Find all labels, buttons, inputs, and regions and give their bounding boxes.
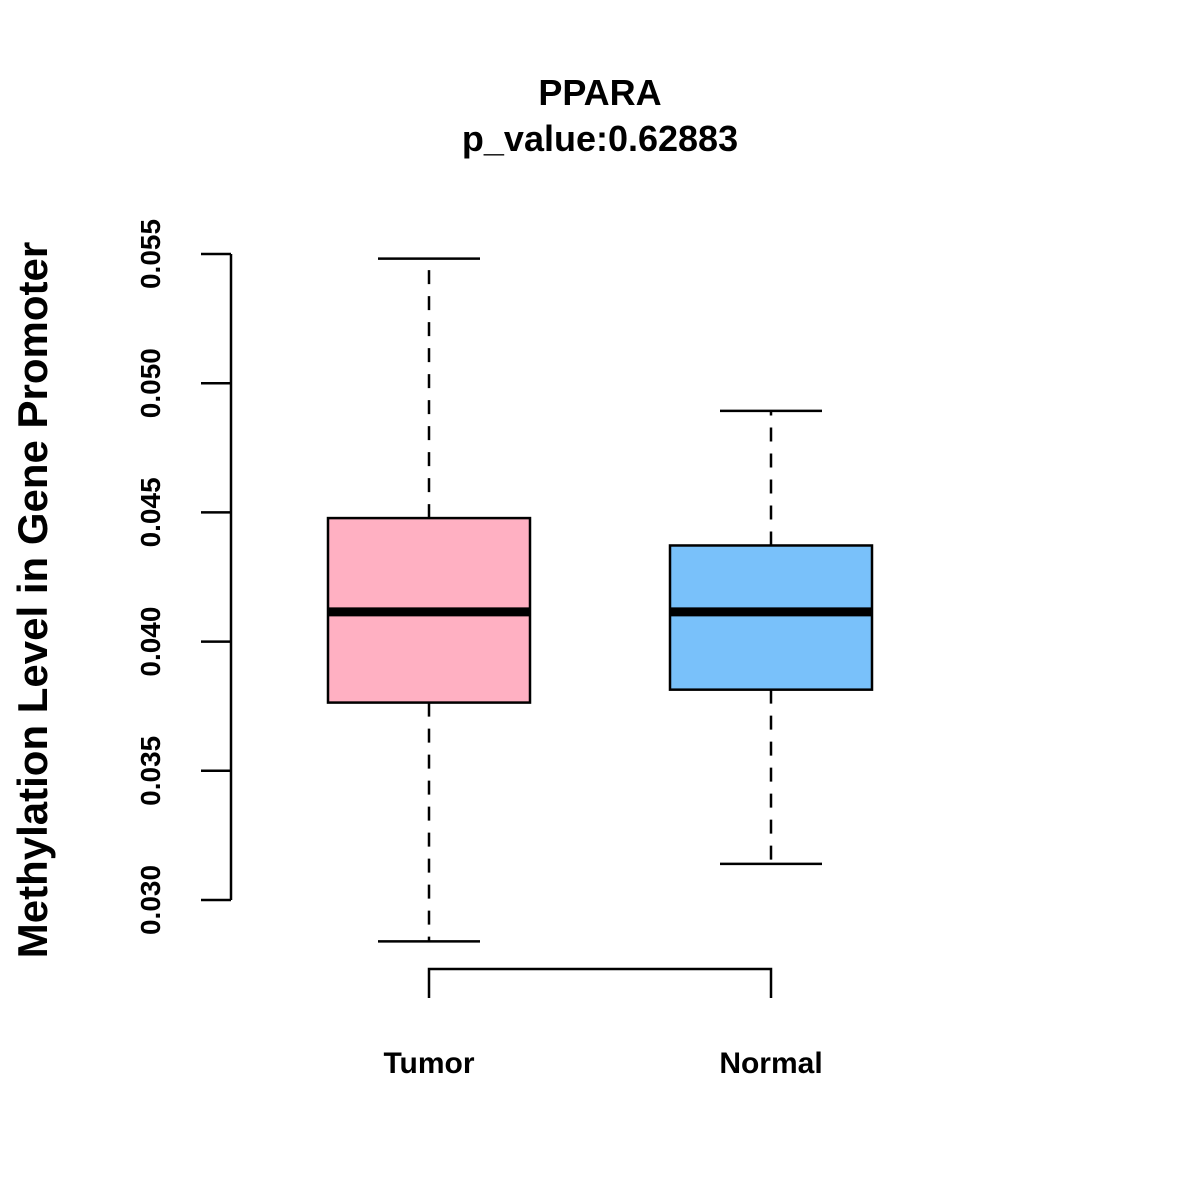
y-tick-label: 0.040	[135, 607, 166, 677]
y-tick-label: 0.055	[135, 219, 166, 289]
box-tumor	[326, 257, 532, 943]
comparison-bracket	[427, 967, 773, 998]
y-axis-label: Methylation Level in Gene Promoter	[9, 242, 56, 958]
iqr-box	[668, 544, 874, 691]
x-category-label-tumor: Tumor	[383, 1047, 474, 1080]
y-tick-label: 0.045	[135, 477, 166, 547]
comparison-bracket-group	[427, 967, 773, 998]
y-tick-label: 0.050	[135, 348, 166, 418]
y-tick-label: 0.035	[135, 736, 166, 806]
chart-title: PPARA	[538, 72, 661, 113]
box-normal	[668, 409, 874, 866]
x-axis-categories: Tumor Normal	[383, 1047, 822, 1080]
chart-subtitle: p_value:0.62883	[462, 118, 738, 159]
y-axis: 0.030 0.035 0.040 0.045 0.050 0.055	[135, 219, 233, 935]
y-tick-label: 0.030	[135, 865, 166, 935]
box-series	[326, 257, 874, 943]
x-category-label-normal: Normal	[719, 1047, 822, 1080]
